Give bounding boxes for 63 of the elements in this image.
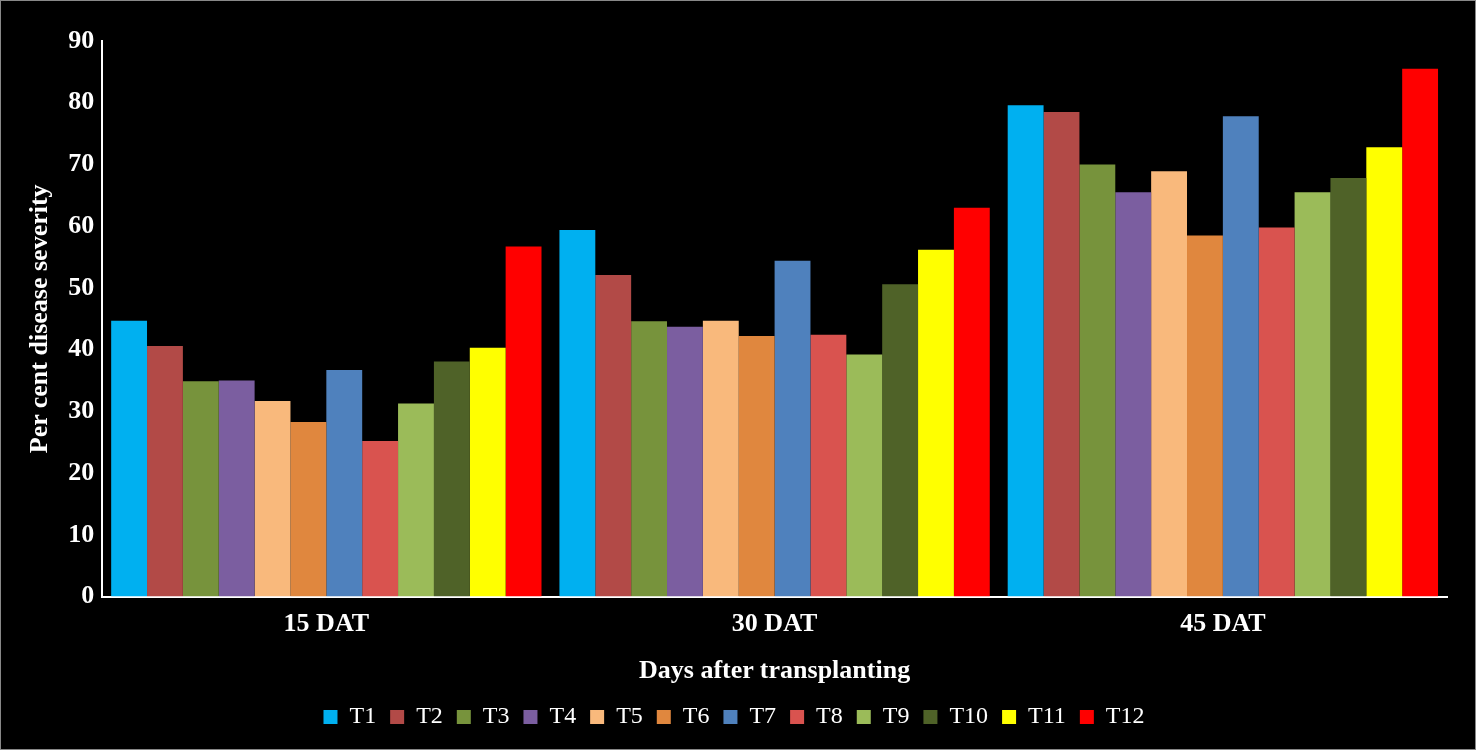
legend-label: T12 — [1105, 702, 1145, 729]
y-tick-label: 90 — [68, 24, 95, 54]
legend-label: T7 — [749, 702, 777, 729]
bar — [595, 274, 632, 597]
bar — [702, 320, 739, 597]
bar — [559, 229, 596, 597]
bar — [469, 347, 506, 597]
bar — [1330, 178, 1367, 597]
x-axis-title: Days after transplanting — [639, 655, 911, 685]
bar — [362, 441, 399, 597]
y-tick-label: 50 — [68, 271, 95, 301]
y-tick-label: 0 — [81, 580, 95, 610]
bar — [1007, 105, 1044, 597]
legend-label: T6 — [682, 702, 710, 729]
y-tick-label: 70 — [68, 148, 95, 178]
bar — [1079, 164, 1116, 597]
x-tick-label: 30 DAT — [731, 607, 818, 637]
bar — [953, 207, 990, 597]
legend-label: T11 — [1028, 702, 1066, 729]
legend-label: T2 — [416, 702, 443, 729]
legend-label: T5 — [616, 702, 643, 729]
bar — [918, 249, 954, 597]
bar — [1043, 111, 1080, 597]
bar — [882, 284, 919, 597]
bar — [1151, 171, 1188, 597]
bar — [254, 400, 291, 597]
bar — [631, 321, 668, 597]
legend-label: T4 — [549, 702, 577, 729]
legend-label: T10 — [949, 702, 989, 729]
y-tick-label: 60 — [68, 209, 95, 239]
y-axis-title: Per cent disease severity — [24, 184, 54, 454]
bar — [218, 380, 255, 597]
bar — [1187, 235, 1223, 597]
y-tick-label: 30 — [68, 395, 95, 425]
bar — [433, 361, 470, 597]
x-tick-label: 45 DAT — [1180, 607, 1266, 637]
bar — [738, 336, 775, 597]
legend-label: T8 — [816, 702, 843, 729]
bar — [398, 403, 434, 597]
bar — [1222, 116, 1259, 597]
bar — [667, 326, 703, 597]
bar — [846, 354, 883, 597]
bar — [147, 345, 183, 597]
bar — [505, 246, 542, 597]
legend-label: T1 — [349, 702, 377, 729]
bar — [1366, 147, 1403, 597]
legend-label: T3 — [482, 702, 510, 729]
x-tick-label: 15 DAT — [283, 607, 370, 637]
y-tick-label: 40 — [68, 333, 95, 363]
y-tick-label: 20 — [68, 456, 95, 486]
bar — [1115, 192, 1152, 597]
bar — [774, 260, 811, 597]
bar — [1258, 227, 1295, 597]
bar — [810, 334, 847, 597]
bar — [290, 421, 327, 597]
bar — [182, 381, 219, 597]
bar — [111, 320, 148, 597]
legend-label: T9 — [882, 702, 910, 729]
bar — [326, 370, 363, 597]
y-tick-label: 80 — [68, 86, 95, 116]
bar — [1294, 192, 1331, 597]
bar — [1402, 68, 1439, 597]
y-tick-label: 10 — [68, 518, 95, 548]
